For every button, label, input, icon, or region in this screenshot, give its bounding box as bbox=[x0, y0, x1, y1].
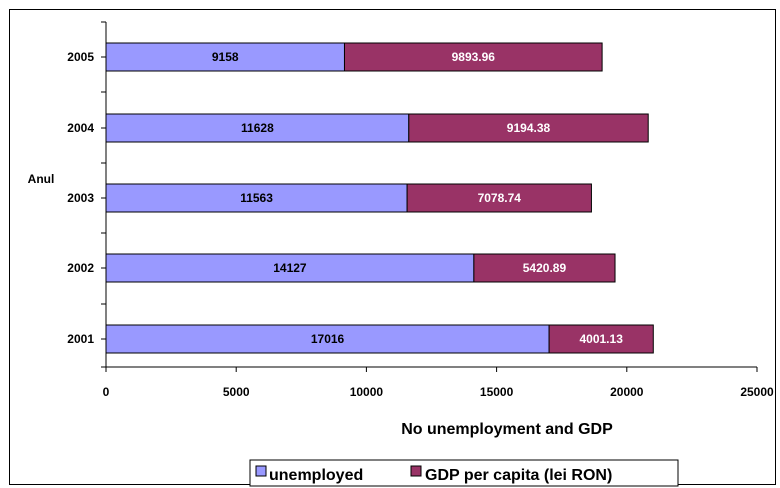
bar-labels-group: 17016 4001.13 14127 5420.89 11563 7078.74 1162… bbox=[212, 50, 623, 346]
legend-box bbox=[249, 459, 679, 487]
data-label-unemployed-2003: 11563 bbox=[240, 191, 273, 205]
data-label-gdp-2001: 4001.13 bbox=[579, 332, 623, 346]
bars-group bbox=[105, 42, 654, 354]
bar-gdp-2005 bbox=[343, 42, 603, 72]
bar-gdp-2004 bbox=[408, 113, 649, 143]
data-label-unemployed-2002: 14127 bbox=[273, 261, 307, 275]
data-label-unemployed-2005: 9158 bbox=[212, 50, 239, 64]
data-label-gdp-2004: 9194.38 bbox=[507, 121, 551, 135]
y-tick-label-2004: 2004 bbox=[67, 121, 94, 135]
bar-unemployed-2001 bbox=[105, 324, 550, 354]
y-tick-label-2005: 2005 bbox=[67, 50, 94, 64]
data-label-gdp-2005: 9893.96 bbox=[452, 50, 496, 64]
data-label-unemployed-2001: 17016 bbox=[311, 332, 345, 346]
x-tick-label-15000: 15000 bbox=[480, 385, 514, 399]
data-label-gdp-2003: 7078.74 bbox=[478, 191, 522, 205]
legend-label-unemployed: unemployed bbox=[269, 467, 363, 484]
x-tick-label-25000: 25000 bbox=[740, 385, 774, 399]
x-tick-label-10000: 10000 bbox=[350, 385, 384, 399]
data-label-gdp-2002: 5420.89 bbox=[523, 261, 567, 275]
data-label-unemployed-2004: 11628 bbox=[241, 121, 274, 135]
legend-swatch-unemployed bbox=[255, 465, 267, 477]
x-tick-label-5000: 5000 bbox=[223, 385, 250, 399]
bar-unemployed-2005 bbox=[105, 42, 345, 72]
y-axis-title: Anul bbox=[28, 172, 55, 186]
x-tick-label-0: 0 bbox=[103, 385, 110, 399]
y-tick-label-2002: 2002 bbox=[67, 261, 94, 275]
chart-frame bbox=[9, 9, 776, 485]
legend-swatch-gdp bbox=[410, 465, 422, 477]
y-axis: 2001 2002 2003 2004 2005 bbox=[67, 21, 107, 368]
y-tick-label-2001: 2001 bbox=[67, 332, 94, 346]
legend: unemployed GDP per capita (lei RON) bbox=[249, 459, 679, 487]
x-axis: 0 5000 10000 15000 20000 25000 bbox=[103, 366, 774, 399]
y-tick-label-2003: 2003 bbox=[67, 191, 94, 205]
legend-label-gdp: GDP per capita (lei RON) bbox=[425, 467, 612, 484]
bar-gdp-2001 bbox=[548, 324, 654, 354]
x-axis-title: No unemployment and GDP bbox=[401, 421, 613, 438]
bar-gdp-2002 bbox=[473, 253, 616, 283]
bar-gdp-2003 bbox=[406, 183, 592, 213]
x-tick-label-20000: 20000 bbox=[610, 385, 644, 399]
